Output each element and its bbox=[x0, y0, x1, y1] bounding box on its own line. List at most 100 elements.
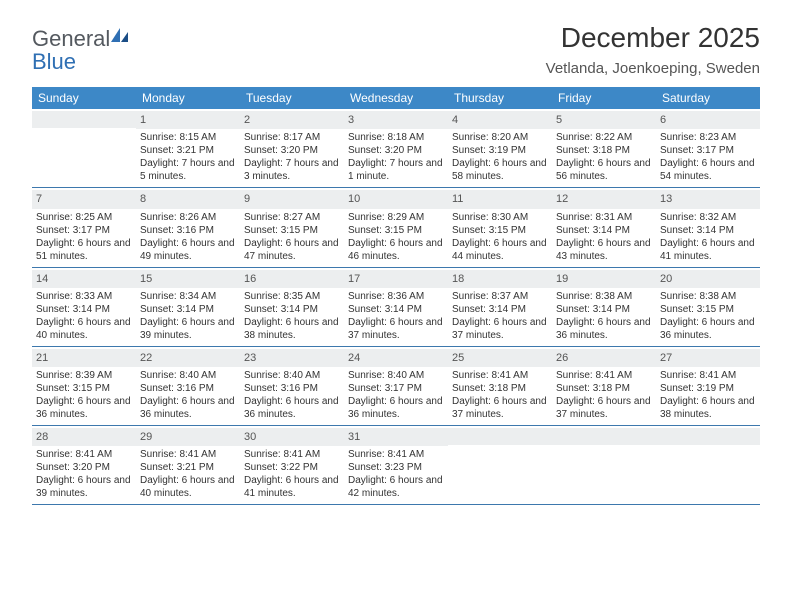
day-number: 28 bbox=[32, 428, 136, 446]
sunset-text: Sunset: 3:18 PM bbox=[452, 382, 548, 395]
weekday-header: Thursday bbox=[448, 87, 552, 109]
day-cell: 27 Sunrise: 8:41 AMSunset: 3:19 PMDayligh… bbox=[656, 347, 760, 425]
day-number: 14 bbox=[32, 270, 136, 288]
day-number: 25 bbox=[448, 349, 552, 367]
day-number bbox=[448, 428, 552, 445]
sunrise-text: Sunrise: 8:26 AM bbox=[140, 211, 236, 224]
day-cell: 24Sunrise: 8:40 AMSunset: 3:17 PMDayligh… bbox=[344, 347, 448, 425]
sunrise-text: Sunrise: 8:18 AM bbox=[348, 131, 444, 144]
day-number: 18 bbox=[448, 270, 552, 288]
location-text: Vetlanda, Joenkoeping, Sweden bbox=[546, 60, 760, 77]
day-number bbox=[552, 428, 656, 445]
day-number: 29 bbox=[136, 428, 240, 446]
sunrise-text: Sunrise: 8:41 AM bbox=[348, 448, 444, 461]
day-cell: 7Sunrise: 8:25 AMSunset: 3:17 PMDaylight… bbox=[32, 188, 136, 266]
daylight-text: Daylight: 6 hours and 44 minutes. bbox=[452, 237, 548, 263]
day-cell: 10Sunrise: 8:29 AMSunset: 3:15 PMDayligh… bbox=[344, 188, 448, 266]
sunset-text: Sunset: 3:18 PM bbox=[556, 382, 652, 395]
day-number bbox=[32, 111, 136, 128]
weekday-header: Saturday bbox=[656, 87, 760, 109]
header: General Blue December 2025 Vetlanda, Joe… bbox=[32, 22, 760, 79]
daylight-text: Daylight: 6 hours and 36 minutes. bbox=[556, 316, 652, 342]
day-number: 10 bbox=[344, 190, 448, 208]
day-cell: 17Sunrise: 8:36 AMSunset: 3:14 PMDayligh… bbox=[344, 268, 448, 346]
day-cell: 5Sunrise: 8:22 AMSunset: 3:18 PMDaylight… bbox=[552, 109, 656, 187]
sunrise-text: Sunrise: 8:38 AM bbox=[660, 290, 756, 303]
daylight-text: Daylight: 7 hours and 5 minutes. bbox=[140, 157, 236, 183]
day-number: 12 bbox=[552, 190, 656, 208]
daylight-text: Daylight: 6 hours and 46 minutes. bbox=[348, 237, 444, 263]
daylight-text: Daylight: 6 hours and 39 minutes. bbox=[36, 474, 132, 500]
sunset-text: Sunset: 3:21 PM bbox=[140, 461, 236, 474]
day-cell: 11Sunrise: 8:30 AMSunset: 3:15 PMDayligh… bbox=[448, 188, 552, 266]
sunset-text: Sunset: 3:19 PM bbox=[452, 144, 548, 157]
weekday-header: Tuesday bbox=[240, 87, 344, 109]
day-number: 16 bbox=[240, 270, 344, 288]
sunrise-text: Sunrise: 8:22 AM bbox=[556, 131, 652, 144]
day-cell: 3Sunrise: 8:18 AMSunset: 3:20 PMDaylight… bbox=[344, 109, 448, 187]
sunrise-text: Sunrise: 8:27 AM bbox=[244, 211, 340, 224]
sunrise-text: Sunrise: 8:41 AM bbox=[140, 448, 236, 461]
sunrise-text: Sunrise: 8:34 AM bbox=[140, 290, 236, 303]
sunset-text: Sunset: 3:14 PM bbox=[452, 303, 548, 316]
sunset-text: Sunset: 3:15 PM bbox=[452, 224, 548, 237]
day-number: 21 bbox=[32, 349, 136, 367]
weekday-header: Monday bbox=[136, 87, 240, 109]
sunrise-text: Sunrise: 8:41 AM bbox=[660, 369, 756, 382]
day-number: 8 bbox=[136, 190, 240, 208]
day-number: 6 bbox=[656, 111, 760, 129]
sunset-text: Sunset: 3:15 PM bbox=[244, 224, 340, 237]
sunset-text: Sunset: 3:14 PM bbox=[348, 303, 444, 316]
day-number: 24 bbox=[344, 349, 448, 367]
sunrise-text: Sunrise: 8:29 AM bbox=[348, 211, 444, 224]
title-block: December 2025 Vetlanda, Joenkoeping, Swe… bbox=[546, 22, 760, 79]
day-number: 27 bbox=[656, 349, 760, 367]
daylight-text: Daylight: 6 hours and 47 minutes. bbox=[244, 237, 340, 263]
daylight-text: Daylight: 6 hours and 54 minutes. bbox=[660, 157, 756, 183]
daylight-text: Daylight: 6 hours and 36 minutes. bbox=[348, 395, 444, 421]
daylight-text: Daylight: 6 hours and 37 minutes. bbox=[348, 316, 444, 342]
day-number: 13 bbox=[656, 190, 760, 208]
sunset-text: Sunset: 3:19 PM bbox=[660, 382, 756, 395]
sunrise-text: Sunrise: 8:32 AM bbox=[660, 211, 756, 224]
sunset-text: Sunset: 3:14 PM bbox=[140, 303, 236, 316]
daylight-text: Daylight: 6 hours and 36 minutes. bbox=[660, 316, 756, 342]
daylight-text: Daylight: 6 hours and 38 minutes. bbox=[244, 316, 340, 342]
sunrise-text: Sunrise: 8:41 AM bbox=[244, 448, 340, 461]
daylight-text: Daylight: 6 hours and 38 minutes. bbox=[660, 395, 756, 421]
day-number: 1 bbox=[136, 111, 240, 129]
day-cell: 12Sunrise: 8:31 AMSunset: 3:14 PMDayligh… bbox=[552, 188, 656, 266]
day-number: 7 bbox=[32, 190, 136, 208]
day-cell bbox=[32, 109, 136, 187]
day-cell: 15Sunrise: 8:34 AMSunset: 3:14 PMDayligh… bbox=[136, 268, 240, 346]
sunset-text: Sunset: 3:14 PM bbox=[244, 303, 340, 316]
daylight-text: Daylight: 6 hours and 41 minutes. bbox=[244, 474, 340, 500]
day-cell: 16Sunrise: 8:35 AMSunset: 3:14 PMDayligh… bbox=[240, 268, 344, 346]
daylight-text: Daylight: 6 hours and 41 minutes. bbox=[660, 237, 756, 263]
daylight-text: Daylight: 6 hours and 43 minutes. bbox=[556, 237, 652, 263]
day-cell: 1Sunrise: 8:15 AMSunset: 3:21 PMDaylight… bbox=[136, 109, 240, 187]
sunrise-text: Sunrise: 8:38 AM bbox=[556, 290, 652, 303]
sunset-text: Sunset: 3:16 PM bbox=[140, 382, 236, 395]
day-cell: 2Sunrise: 8:17 AMSunset: 3:20 PMDaylight… bbox=[240, 109, 344, 187]
day-cell: 28Sunrise: 8:41 AMSunset: 3:20 PMDayligh… bbox=[32, 426, 136, 504]
day-cell: 14Sunrise: 8:33 AMSunset: 3:14 PMDayligh… bbox=[32, 268, 136, 346]
sunset-text: Sunset: 3:17 PM bbox=[36, 224, 132, 237]
weekday-header-row: Sunday Monday Tuesday Wednesday Thursday… bbox=[32, 87, 760, 109]
daylight-text: Daylight: 7 hours and 1 minute. bbox=[348, 157, 444, 183]
day-number: 26 bbox=[552, 349, 656, 367]
sunrise-text: Sunrise: 8:40 AM bbox=[140, 369, 236, 382]
daylight-text: Daylight: 6 hours and 42 minutes. bbox=[348, 474, 444, 500]
daylight-text: Daylight: 6 hours and 36 minutes. bbox=[244, 395, 340, 421]
sunrise-text: Sunrise: 8:20 AM bbox=[452, 131, 548, 144]
sunset-text: Sunset: 3:20 PM bbox=[348, 144, 444, 157]
sunrise-text: Sunrise: 8:33 AM bbox=[36, 290, 132, 303]
sunrise-text: Sunrise: 8:36 AM bbox=[348, 290, 444, 303]
sunrise-text: Sunrise: 8:40 AM bbox=[244, 369, 340, 382]
daylight-text: Daylight: 6 hours and 36 minutes. bbox=[140, 395, 236, 421]
calendar-week: 7Sunrise: 8:25 AMSunset: 3:17 PMDaylight… bbox=[32, 188, 760, 267]
daylight-text: Daylight: 6 hours and 40 minutes. bbox=[36, 316, 132, 342]
day-number: 11 bbox=[448, 190, 552, 208]
day-cell: 9Sunrise: 8:27 AMSunset: 3:15 PMDaylight… bbox=[240, 188, 344, 266]
daylight-text: Daylight: 6 hours and 56 minutes. bbox=[556, 157, 652, 183]
